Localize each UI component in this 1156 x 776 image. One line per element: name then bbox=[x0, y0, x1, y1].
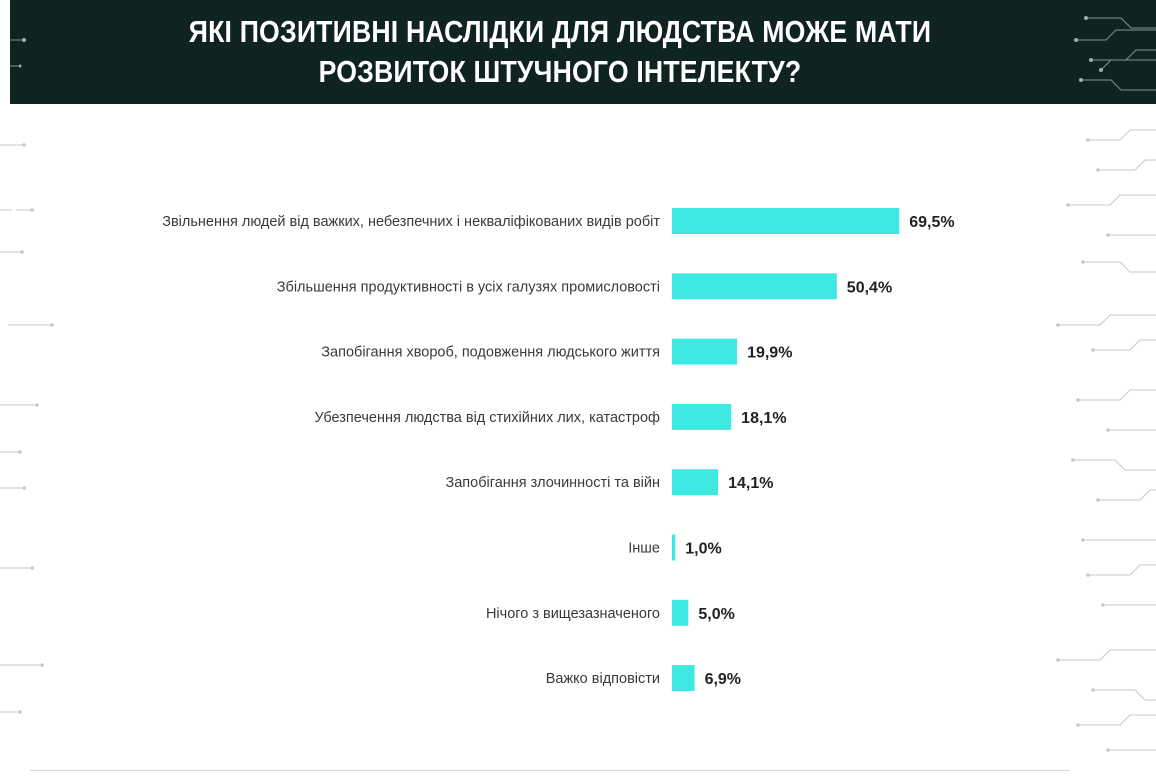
bar bbox=[672, 338, 738, 365]
value-label: 14,1% bbox=[728, 475, 773, 492]
chart-title-line-1: ЯКІ ПОЗИТИВНІ НАСЛІДКИ ДЛЯ ЛЮДСТВА МОЖЕ … bbox=[188, 14, 932, 49]
category-label: Важко відповісти bbox=[546, 671, 660, 687]
chart-title-line-2: РОЗВИТОК ШТУЧНОГО ІНТЕЛЕКТУ? bbox=[318, 54, 802, 89]
chart-header: ЯКІ ПОЗИТИВНІ НАСЛІДКИ ДЛЯ ЛЮДСТВА МОЖЕ … bbox=[10, 0, 1156, 104]
bar bbox=[672, 665, 695, 692]
bar bbox=[672, 208, 900, 234]
category-label: Збільшення продуктивності в усіх галузях… bbox=[277, 279, 660, 295]
bar bbox=[672, 534, 676, 561]
category-label: Інше bbox=[628, 541, 660, 557]
bar bbox=[672, 469, 719, 496]
category-label: Звільнення людей від важких, небезпечних… bbox=[162, 214, 660, 230]
category-label: Убезпечення людства від стихійних лих, к… bbox=[314, 410, 660, 426]
value-label: 69,5% bbox=[909, 214, 954, 231]
value-label: 50,4% bbox=[847, 279, 892, 296]
value-label: 18,1% bbox=[741, 410, 786, 427]
header-left-decoration bbox=[10, 38, 26, 68]
category-label: Нічого з вищезазначеного bbox=[486, 606, 660, 622]
value-label: 1,0% bbox=[685, 541, 721, 558]
category-label: Запобігання хвороб, подовження людського… bbox=[321, 345, 660, 361]
header-circuit-decoration bbox=[1074, 16, 1156, 91]
value-label: 19,9% bbox=[747, 345, 792, 362]
value-label: 5,0% bbox=[698, 606, 734, 623]
category-label: Запобігання злочинності та війн bbox=[445, 475, 660, 491]
bottom-divider bbox=[30, 770, 1070, 771]
value-label: 6,9% bbox=[705, 671, 741, 688]
chart-title: ЯКІ ПОЗИТИВНІ НАСЛІДКИ ДЛЯ ЛЮДСТВА МОЖЕ … bbox=[87, 12, 1033, 92]
bar bbox=[672, 273, 837, 300]
bar bbox=[672, 403, 732, 430]
bar bbox=[672, 599, 689, 626]
